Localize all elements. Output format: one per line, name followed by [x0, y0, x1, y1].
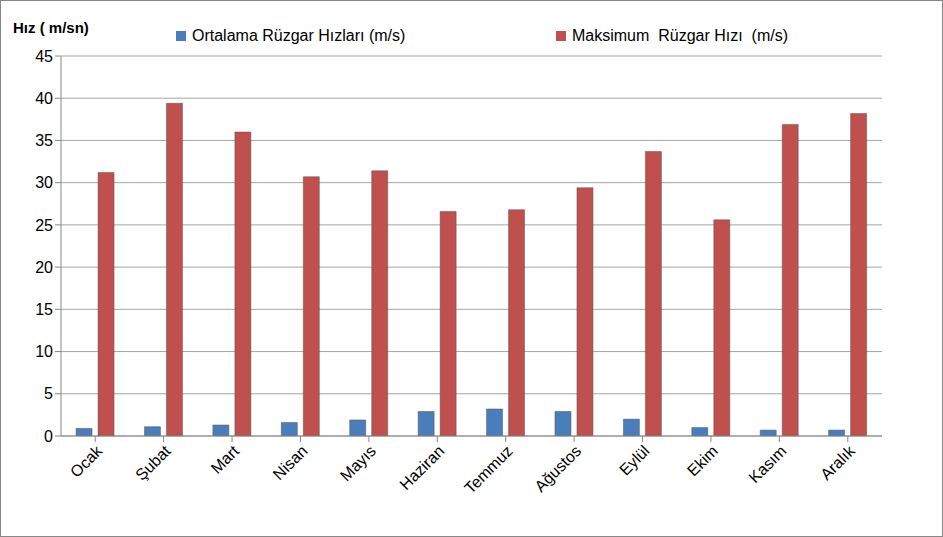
html-text:Ortalama Rüzgar Hızları (m/s): Ortalama Rüzgar Hızları (m/s)	[192, 27, 406, 44]
svg-text:40: 40	[35, 90, 53, 107]
svg-text:Ağustos: Ağustos	[531, 442, 584, 495]
svg-text:Haziran: Haziran	[396, 442, 447, 493]
svg-text:15: 15	[35, 301, 53, 318]
svg-text:20: 20	[35, 259, 53, 276]
svg-text:45: 45	[35, 48, 53, 65]
svg-text:Kasım: Kasım	[745, 442, 789, 486]
svg-text:Ocak: Ocak	[67, 441, 106, 480]
svg-text:Eylül: Eylül	[616, 442, 653, 479]
svg-text:Ekim: Ekim	[684, 442, 721, 479]
svg-text:25: 25	[35, 217, 53, 234]
svg-text:10: 10	[35, 343, 53, 360]
svg-text:0: 0	[44, 428, 53, 445]
svg-text:Şubat: Şubat	[132, 442, 174, 484]
html-text:Maksimum Rüzgar Hızı (m/s): Maksimum Rüzgar Hızı (m/s)	[572, 27, 788, 44]
svg-text:Mayıs: Mayıs	[337, 442, 379, 484]
svg-text:Temmuz: Temmuz	[461, 442, 516, 497]
svg-text:Mart: Mart	[208, 442, 243, 477]
svg-text:35: 35	[35, 132, 53, 149]
svg-text:Aralık: Aralık	[817, 441, 859, 483]
svg-text:5: 5	[44, 385, 53, 402]
html-text:Hız ( m/sn): Hız ( m/sn)	[13, 19, 89, 36]
svg-text:30: 30	[35, 174, 53, 191]
svg-text:Nisan: Nisan	[270, 442, 311, 483]
